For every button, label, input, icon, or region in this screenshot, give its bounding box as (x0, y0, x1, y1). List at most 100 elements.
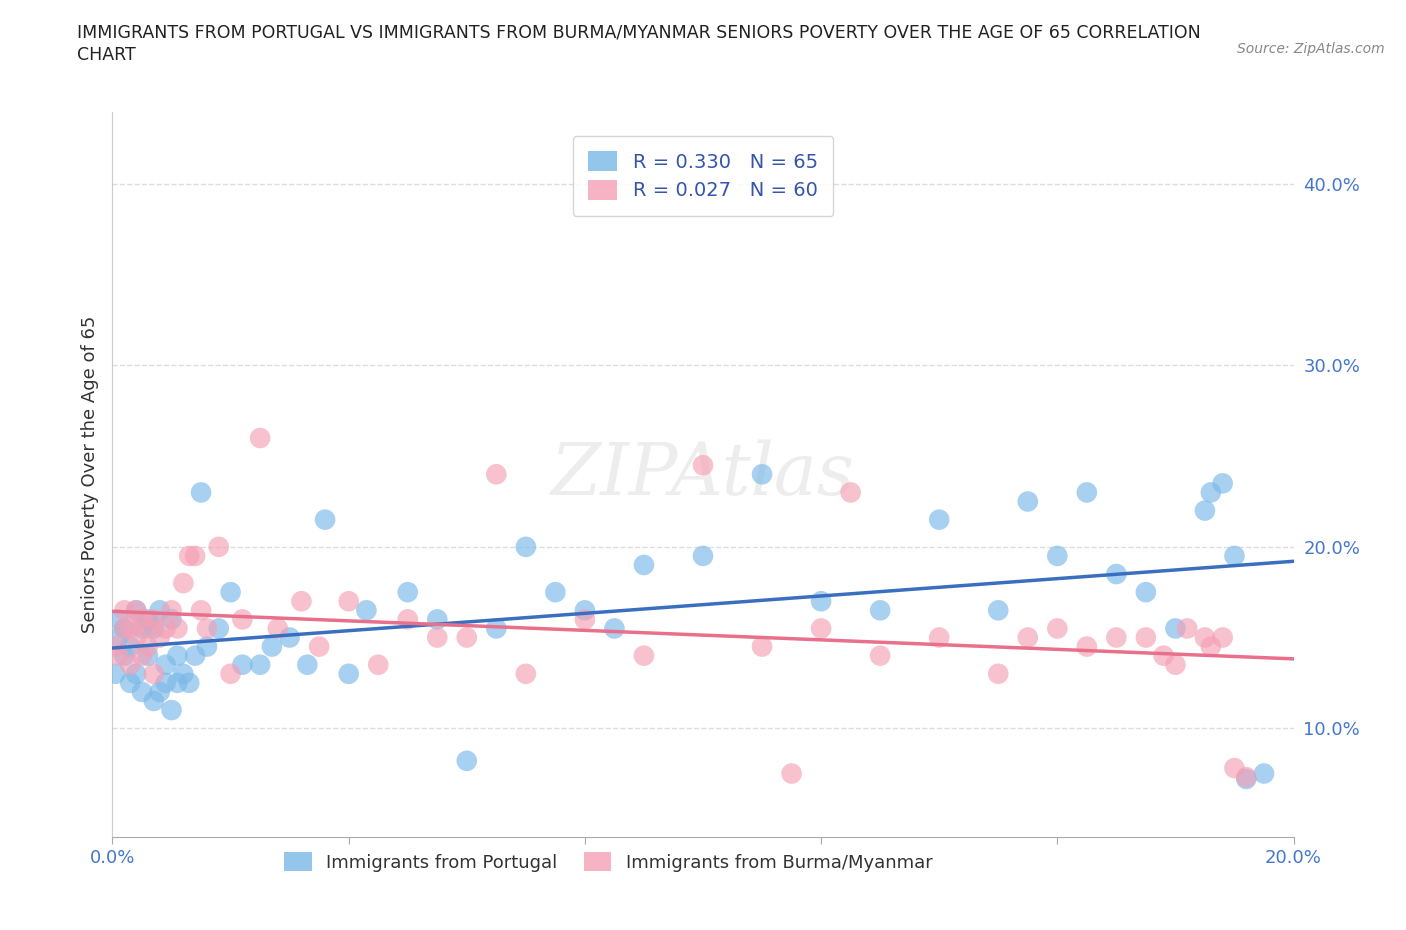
Point (751, 639, 773, 654)
Point (208, 621, 231, 636)
Point (297, 658, 319, 672)
Point (1017, 631, 1039, 645)
Point (1046, 549, 1069, 564)
Point (166, 675, 188, 690)
Point (184, 549, 207, 564)
Point (142, 621, 165, 636)
Point (219, 666, 242, 681)
Point (1164, 658, 1187, 672)
Point (267, 621, 290, 636)
Point (692, 549, 714, 564)
Point (104, 639, 127, 654)
Point (1194, 503, 1216, 518)
Point (928, 512, 950, 527)
Point (184, 648, 207, 663)
Point (337, 594, 360, 609)
Y-axis label: Seniors Poverty Over the Age of 65: Seniors Poverty Over the Age of 65 (80, 315, 98, 633)
Point (1194, 631, 1216, 645)
Point (574, 603, 596, 618)
Point (195, 621, 218, 636)
Point (136, 621, 159, 636)
Point (131, 684, 153, 699)
Text: IMMIGRANTS FROM PORTUGAL VS IMMIGRANTS FROM BURMA/MYANMAR SENIORS POVERTY OVER T: IMMIGRANTS FROM PORTUGAL VS IMMIGRANTS F… (77, 23, 1201, 41)
Point (172, 666, 194, 681)
Point (337, 666, 360, 681)
Point (544, 585, 567, 600)
Point (136, 648, 159, 663)
Point (396, 612, 419, 627)
Point (120, 675, 142, 690)
Point (1076, 639, 1098, 654)
Point (149, 684, 172, 699)
Point (107, 631, 129, 645)
Point (136, 639, 159, 654)
Point (1153, 648, 1175, 663)
Point (131, 621, 153, 636)
Point (1135, 585, 1157, 600)
Point (125, 603, 148, 618)
Point (104, 666, 127, 681)
Point (290, 594, 312, 609)
Point (155, 621, 177, 636)
Point (249, 658, 271, 672)
Point (426, 631, 449, 645)
Point (149, 631, 172, 645)
Point (485, 621, 508, 636)
Point (107, 648, 129, 663)
Point (485, 467, 508, 482)
Point (314, 512, 336, 527)
Point (810, 621, 832, 636)
Point (1046, 621, 1069, 636)
Point (155, 675, 177, 690)
Point (231, 658, 253, 672)
Point (367, 658, 389, 672)
Point (131, 648, 153, 663)
Point (208, 539, 231, 554)
Point (142, 666, 165, 681)
Point (160, 612, 183, 627)
Point (574, 612, 596, 627)
Point (112, 621, 135, 636)
Point (633, 558, 655, 573)
Point (125, 631, 148, 645)
Point (278, 631, 301, 645)
Point (692, 458, 714, 472)
Point (987, 603, 1010, 618)
Point (1164, 621, 1187, 636)
Point (249, 431, 271, 445)
Point (1234, 772, 1257, 787)
Point (1017, 494, 1039, 509)
Point (195, 639, 218, 654)
Point (1223, 761, 1246, 776)
Point (810, 594, 832, 609)
Point (869, 603, 891, 618)
Point (1105, 631, 1128, 645)
Point (190, 485, 212, 500)
Point (1212, 631, 1234, 645)
Point (751, 467, 773, 482)
Point (515, 539, 537, 554)
Point (172, 576, 194, 591)
Point (869, 648, 891, 663)
Point (515, 666, 537, 681)
Point (112, 648, 135, 663)
Point (1234, 770, 1257, 785)
Point (131, 612, 153, 627)
Point (1212, 476, 1234, 491)
Point (142, 612, 165, 627)
Point (260, 639, 283, 654)
Point (456, 631, 478, 645)
Point (120, 658, 142, 672)
Point (166, 648, 188, 663)
Text: ZIPAtlas: ZIPAtlas (551, 439, 855, 510)
Point (190, 603, 212, 618)
Point (107, 612, 129, 627)
Point (928, 631, 950, 645)
Point (987, 666, 1010, 681)
Point (125, 666, 148, 681)
Point (780, 766, 803, 781)
Legend: Immigrants from Portugal, Immigrants from Burma/Myanmar: Immigrants from Portugal, Immigrants fro… (277, 845, 939, 879)
Point (179, 675, 201, 690)
Point (1223, 549, 1246, 564)
Point (839, 485, 862, 500)
